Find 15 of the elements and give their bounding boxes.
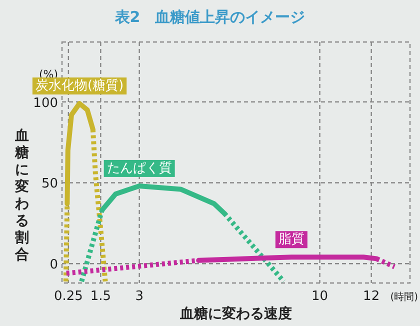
series-label: 炭水化物(糖質) [35, 78, 124, 94]
x-axis-title: 血糖に変わる速度 [179, 305, 292, 322]
y-axis-title: 血糖に変わる割合 [14, 128, 29, 263]
x-tick-label: 1.5 [90, 289, 112, 304]
y-tick-label: 0 [50, 258, 58, 273]
chart-title: 表2 血糖値上昇のイメージ [114, 8, 306, 26]
x-tick-label: 3 [135, 289, 144, 304]
x-tick-label: 12 [363, 289, 380, 304]
x-tick-label: 0.25 [54, 289, 83, 304]
y-tick-label: 50 [41, 176, 58, 192]
text: (時間) [390, 291, 418, 303]
y-tick-label: 100 [33, 96, 58, 111]
x-tick-label: 10 [312, 289, 328, 304]
series-label: たんぱく質 [106, 160, 172, 176]
series-label: 脂質 [278, 232, 304, 248]
